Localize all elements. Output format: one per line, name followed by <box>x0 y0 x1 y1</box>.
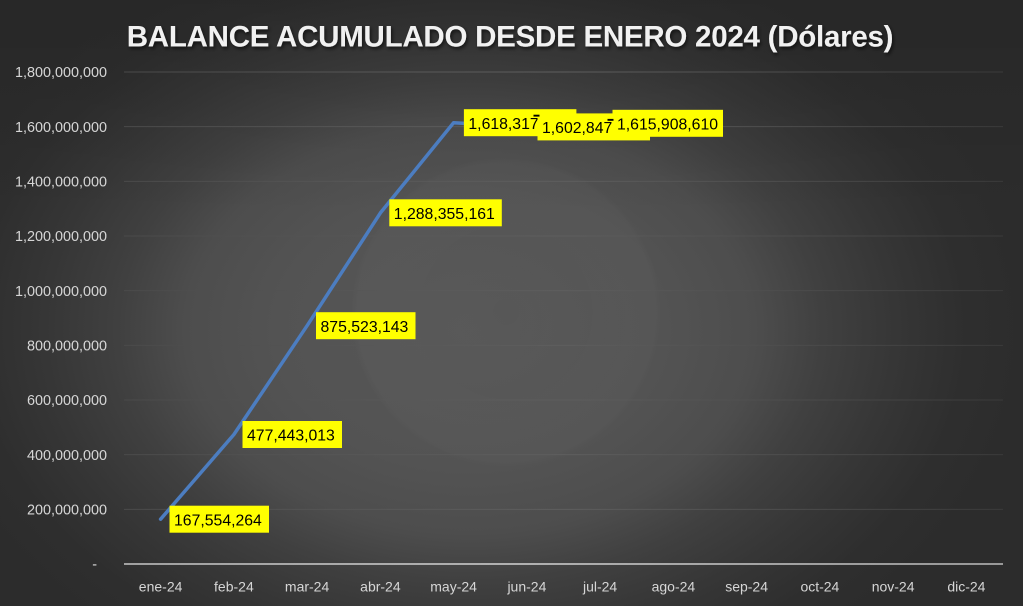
svg-text:1,615,908,610: 1,615,908,610 <box>617 117 718 134</box>
svg-text:nov-24: nov-24 <box>872 579 915 595</box>
svg-text:1,000,000,000: 1,000,000,000 <box>15 284 107 300</box>
svg-text:jun-24: jun-24 <box>506 579 546 595</box>
svg-text:600,000,000: 600,000,000 <box>27 393 107 409</box>
svg-text:jul-24: jul-24 <box>582 579 617 595</box>
svg-text:1,800,000,000: 1,800,000,000 <box>15 65 107 81</box>
svg-text:1,400,000,000: 1,400,000,000 <box>15 175 107 191</box>
svg-text:167,554,264: 167,554,264 <box>174 512 262 529</box>
svg-text:-: - <box>92 557 97 573</box>
svg-text:ene-24: ene-24 <box>139 579 183 595</box>
svg-text:800,000,000: 800,000,000 <box>27 339 107 355</box>
svg-text:sep-24: sep-24 <box>725 579 768 595</box>
svg-text:477,443,013: 477,443,013 <box>247 428 335 445</box>
svg-text:200,000,000: 200,000,000 <box>27 503 107 519</box>
svg-text:1,618,317: 1,618,317 <box>468 116 538 133</box>
svg-text:400,000,000: 400,000,000 <box>27 448 107 464</box>
svg-text:abr-24: abr-24 <box>360 579 401 595</box>
svg-text:feb-24: feb-24 <box>214 579 254 595</box>
svg-text:ago-24: ago-24 <box>652 579 696 595</box>
svg-text:BALANCE ACUMULADO DESDE ENERO: BALANCE ACUMULADO DESDE ENERO 2024 (Dóla… <box>127 20 894 53</box>
svg-text:1,200,000,000: 1,200,000,000 <box>15 229 107 245</box>
svg-text:mar-24: mar-24 <box>285 579 330 595</box>
svg-text:1,288,355,161: 1,288,355,161 <box>394 206 495 223</box>
svg-text:1,602,847: 1,602,847 <box>542 120 612 137</box>
svg-text:may-24: may-24 <box>430 579 477 595</box>
svg-text:dic-24: dic-24 <box>947 579 985 595</box>
svg-text:875,523,143: 875,523,143 <box>321 319 409 336</box>
svg-text:oct-24: oct-24 <box>800 579 839 595</box>
svg-text:1,600,000,000: 1,600,000,000 <box>15 120 107 136</box>
